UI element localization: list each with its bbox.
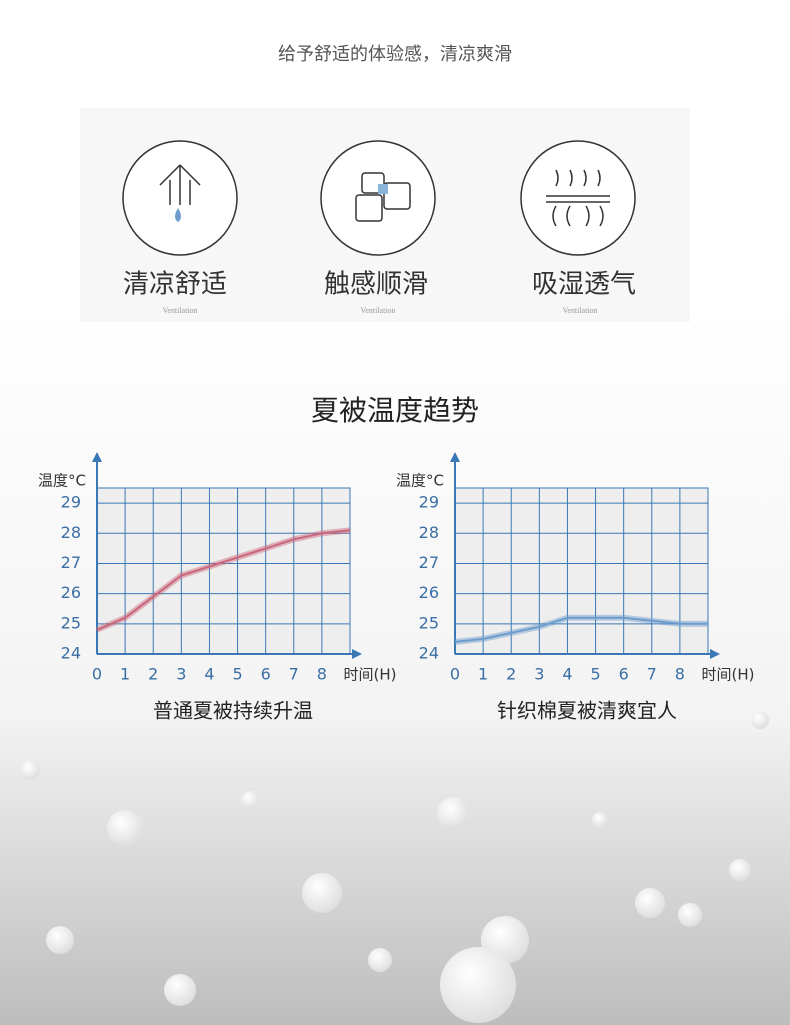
y-tick-label: 25 (419, 613, 439, 632)
x-tick-label: 7 (647, 665, 657, 684)
y-tick-label: 24 (419, 644, 439, 663)
x-tick-label: 1 (478, 665, 488, 684)
x-tick-label: 1 (120, 665, 130, 684)
x-axis-arrow (710, 649, 720, 659)
y-tick-label: 29 (419, 493, 439, 512)
x-axis-arrow (352, 649, 362, 659)
section-title: 夏被温度趋势 (311, 394, 479, 427)
tagline: 给予舒适的体验感，清凉爽滑 (278, 44, 512, 65)
x-tick-label: 3 (534, 665, 544, 684)
y-tick-label: 27 (419, 553, 439, 572)
feature-label: 吸湿透气 (532, 270, 636, 300)
x-axis-label: 时间(H) (344, 666, 397, 684)
feature-icons (122, 140, 636, 256)
plot-area (96, 487, 351, 655)
decor-balls (20, 711, 769, 1023)
line (96, 529, 351, 631)
x-tick-label: 7 (289, 665, 299, 684)
y-axis-arrow (92, 452, 102, 462)
x-tick-label: 2 (506, 665, 516, 684)
y-tick-label: 26 (419, 583, 439, 602)
feature-sub: Ventilation (562, 306, 597, 315)
y-tick-label: 27 (61, 553, 81, 572)
y-tick-label: 28 (61, 523, 81, 542)
y-axis-label: 温度°C (38, 472, 86, 490)
x-tick-label: 3 (176, 665, 186, 684)
x-tick-label: 8 (317, 665, 327, 684)
feature-label: 触感顺滑 (324, 270, 428, 300)
feature-label: 清凉舒适 (123, 270, 227, 300)
chart-title: 普通夏被持续升温 (153, 699, 313, 723)
x-tick-label: 5 (590, 665, 600, 684)
x-tick-label: 5 (232, 665, 242, 684)
x-tick-label: 8 (675, 665, 685, 684)
y-tick-label: 28 (419, 523, 439, 542)
x-tick-label: 4 (562, 665, 572, 684)
y-axis-arrow (450, 452, 460, 462)
x-tick-label: 2 (148, 665, 158, 684)
x-tick-label: 6 (619, 665, 629, 684)
plot-area (454, 487, 709, 655)
y-tick-label: 24 (61, 644, 81, 663)
y-tick-label: 26 (61, 583, 81, 602)
y-tick-label: 25 (61, 613, 81, 632)
x-tick-label: 0 (450, 665, 460, 684)
x-tick-label: 4 (204, 665, 214, 684)
feature-sub: Ventilation (360, 306, 395, 315)
feature-sub: Ventilation (162, 306, 197, 315)
y-axis-label: 温度°C (396, 472, 444, 490)
y-tick-label: 29 (61, 493, 81, 512)
x-tick-label: 6 (261, 665, 271, 684)
line (454, 616, 708, 643)
chart-title: 针织棉夏被清爽宜人 (497, 699, 677, 723)
x-tick-label: 0 (92, 665, 102, 684)
x-axis-label: 时间(H) (702, 666, 755, 684)
